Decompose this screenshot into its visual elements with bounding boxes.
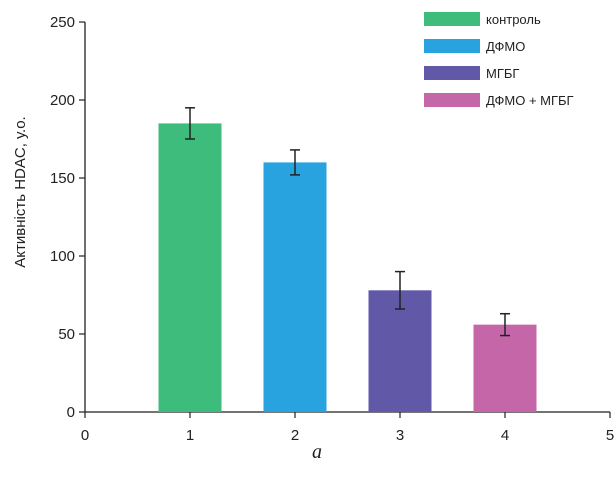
bar xyxy=(263,162,327,412)
legend-swatch xyxy=(424,93,480,107)
legend-label: ДФМО xyxy=(486,39,525,54)
y-tick-label: 100 xyxy=(50,248,75,265)
error-bars xyxy=(185,107,510,337)
legend-swatch xyxy=(424,39,480,53)
y-tick-label: 200 xyxy=(50,92,75,109)
y-tick-label: 50 xyxy=(58,326,75,343)
x-tick-label: 0 xyxy=(81,427,89,444)
legend-swatch xyxy=(424,12,480,26)
y-tick-label: 150 xyxy=(50,170,75,187)
legend-label: МГБГ xyxy=(486,66,519,81)
x-tick-label: 1 xyxy=(186,427,194,444)
bar xyxy=(473,324,537,412)
legend-label: контроль xyxy=(486,12,541,27)
x-tick-label: 3 xyxy=(396,427,404,444)
y-tick-label: 250 xyxy=(50,14,75,31)
bar xyxy=(158,123,222,413)
y-ticks: 0 50 100 150 200 250 xyxy=(50,14,85,421)
legend: контроль ДФМО МГБГ ДФМО + МГБГ xyxy=(424,12,574,108)
y-tick-label: 0 xyxy=(67,404,75,421)
x-tick-label: 4 xyxy=(501,427,509,444)
bar xyxy=(368,290,432,412)
bars xyxy=(158,123,537,413)
y-axis-label: Активність HDAC, у.о. xyxy=(12,116,29,267)
x-ticks: 0 1 2 3 4 5 xyxy=(81,412,614,444)
legend-label: ДФМО + МГБГ xyxy=(486,93,574,108)
legend-swatch xyxy=(424,66,480,80)
x-tick-label: 5 xyxy=(606,427,614,444)
x-tick-label: 2 xyxy=(291,427,299,444)
figure-caption: a xyxy=(312,441,322,463)
